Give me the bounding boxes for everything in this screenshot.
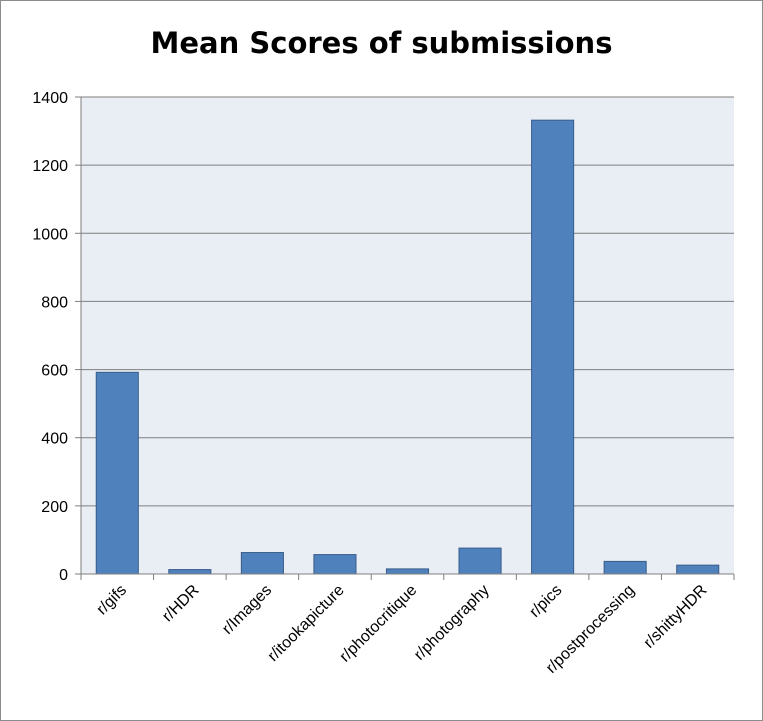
x-tick-label: r/photography [411,582,493,664]
x-tick-label: r/pics [526,582,565,621]
bars [95,119,720,575]
y-tick-label: 1200 [32,158,68,175]
y-tick-label: 0 [59,567,68,584]
bar [240,552,284,575]
x-tick-label: r/gifs [94,582,131,619]
x-tick-label: r/Images [219,582,275,638]
x-tick-label: r/photocritique [337,582,421,666]
bar [531,119,575,575]
plot-area [81,97,734,574]
y-tick-label: 200 [41,499,68,516]
y-tick-label: 600 [41,363,68,380]
y-tick-label: 400 [41,431,68,448]
y-axis-ticks: 0 200 400 600 800 1000 1200 1400 [32,90,81,584]
gridlines [81,96,734,507]
x-tick-label: r/itookapicture [265,582,348,665]
bar [603,560,647,575]
bar [458,547,502,575]
bar [168,569,212,575]
bar [95,371,139,575]
bar [313,554,357,575]
bar [385,568,430,575]
y-tick-label: 1400 [32,90,68,107]
y-tick-label: 1000 [32,226,68,243]
chart-title: Mean Scores of submissions [150,26,613,60]
y-tick-label: 800 [41,294,68,311]
x-tick-label: r/HDR [159,582,202,625]
x-tick-label: r/shittyHDR [641,582,711,652]
bar [676,564,720,575]
x-axis-ticks: r/gifs r/HDR r/Imagesr/itookapicturer/phot… [80,574,735,677]
